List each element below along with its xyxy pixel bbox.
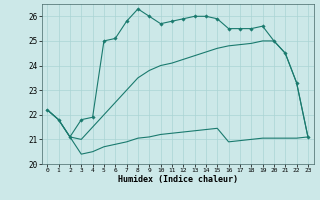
X-axis label: Humidex (Indice chaleur): Humidex (Indice chaleur) bbox=[118, 175, 237, 184]
